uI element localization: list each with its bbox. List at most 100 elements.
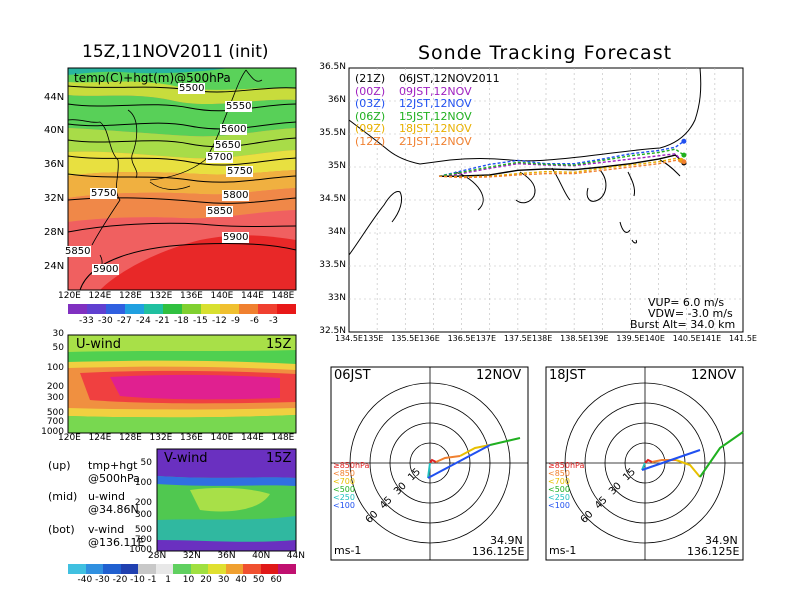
track-legend-tag: (09Z) [355, 122, 386, 135]
u-p-tick: 100 [46, 362, 64, 373]
contour-label: 5800 [222, 190, 250, 201]
hodo-legend-item: <500 [333, 485, 355, 494]
map-lat-tick: 24N [44, 261, 65, 272]
contour-label: 5900 [222, 232, 250, 243]
track-legend-text: 21JST,12NOV [399, 134, 472, 148]
track-lon-tick: 136E [419, 334, 440, 343]
u-p-tick: 200 [46, 382, 64, 393]
track-series-line [438, 140, 685, 177]
wind-colorbar-swatch [103, 564, 121, 574]
u-p-tick: 700 [46, 417, 64, 428]
hodo-trace-segment [699, 431, 744, 478]
colorbar-swatch [277, 304, 296, 314]
track-lat-tick: 36.5N [319, 62, 346, 72]
hodo-trace-segment [459, 444, 491, 457]
left-title: 15Z,11NOV2011 (init) [82, 42, 269, 62]
wind-colorbar-swatch [138, 564, 156, 574]
wind-colorbar-swatch [278, 564, 296, 574]
temp-colorbar-tick: -9 [231, 316, 240, 326]
track-legend-tag: (03Z) [355, 97, 386, 110]
v-p-tick: 700 [134, 534, 152, 545]
u-lon-tick: 148E [271, 433, 295, 443]
contour-label: 5750 [226, 166, 254, 177]
contour-label: 5650 [214, 140, 242, 151]
temp-colorbar-tick: -21 [155, 316, 170, 326]
track-endpoint [681, 159, 687, 165]
v-wind-frame [156, 448, 297, 552]
hodo-18-frame [545, 366, 744, 561]
legend-line-c: @34.86N [88, 503, 139, 516]
map-lat-tick: 40N [44, 125, 65, 136]
hodo-trace-segment [427, 444, 491, 479]
wind-colorbar-swatch [260, 564, 279, 574]
wind-colorbar-tick: 1 [165, 575, 171, 585]
map-frame [67, 67, 297, 291]
track-lon-tick: 138E [532, 334, 553, 343]
track-series-line [439, 159, 685, 179]
temp-colorbar-tick: -6 [250, 316, 259, 326]
colorbar-swatch [239, 304, 258, 314]
map-lon-tick: 128E [119, 291, 142, 301]
wind-colorbar-tick: -30 [95, 575, 110, 585]
wind-colorbar-swatch [155, 564, 174, 574]
temp-colorbar-tick: -18 [174, 316, 189, 326]
hodo-legend-item: <850 [333, 469, 355, 478]
track-lon-tick: 141.5E [729, 334, 757, 343]
u-lon-tick: 132E [149, 433, 173, 443]
wind-colorbar-swatch [225, 564, 244, 574]
u-lon-tick: 140E [210, 433, 234, 443]
hodo-legend-item: <100 [548, 501, 570, 510]
right-title: Sonde Tracking Forecast [418, 42, 673, 64]
hodo-06-lat: 34.9N [490, 534, 523, 547]
contour-label: 5550 [225, 101, 253, 112]
hodo-trace-segment [435, 455, 461, 463]
colorbar-swatch [87, 304, 106, 314]
track-legend-text: 06JST,12NOV2011 [399, 72, 500, 85]
legend-line-b: v-wind [88, 523, 125, 536]
track-lat-tick: 35.5N [319, 128, 346, 138]
temp-colorbar-tick: -12 [212, 316, 227, 326]
hodo-trace-segment [489, 437, 521, 446]
track-legend-tag: (06Z) [355, 109, 386, 123]
track-lines [438, 138, 687, 179]
contour-label: 5500 [178, 83, 206, 94]
track-lat-tick: 32.5N [319, 326, 346, 336]
track-lon-tick: 140.5E [672, 334, 701, 343]
colorbar-swatch [163, 304, 182, 314]
wind-colorbar-swatch [68, 564, 86, 574]
u-wind-label: U-wind [76, 337, 121, 352]
burst-text: Burst Alt= 34.0 km [630, 318, 736, 331]
u-wind-frame [67, 334, 297, 434]
track-series-line [439, 154, 685, 177]
track-legend-tag: (21Z) [355, 72, 386, 85]
colorbar-swatch [68, 304, 87, 314]
wind-colorbar-tick: 60 [270, 575, 282, 585]
colorbar-swatch [106, 304, 125, 314]
hodo-legend-item: <250 [548, 493, 570, 502]
u-p-tick: 300 [46, 393, 64, 404]
v-lat-tick: 40N [252, 551, 271, 561]
wind-colorbar-tick: 40 [235, 575, 247, 585]
contour-label: 5750 [90, 188, 118, 199]
v-wind-label: V-wind [164, 451, 208, 466]
map-lat-tick: 36N [44, 159, 65, 170]
hodo-06-date: 12NOV [476, 368, 522, 383]
colorbar-swatch [258, 304, 277, 314]
hodo-18-lat: 34.9N [705, 534, 738, 547]
track-legend-text: 09JST,12NOV [399, 84, 472, 98]
u-p-tick: 500 [46, 407, 64, 418]
contour-label: 5600 [220, 124, 248, 135]
track-lat-tick: 34N [327, 227, 346, 237]
hodo-06-frame [330, 366, 529, 561]
track-endpoint [681, 152, 687, 158]
colorbar-swatch [125, 304, 144, 314]
track-lon-tick: 138.5E [560, 334, 589, 343]
track-lon-tick: 136.5E [447, 334, 476, 343]
height-contours [68, 85, 296, 290]
wind-colorbar-tick: -40 [77, 575, 93, 585]
v-wind-time: 15Z [266, 451, 292, 466]
u-p-tick: 30 [52, 329, 64, 339]
track-legend-tag: (00Z) [355, 84, 386, 98]
colorbar-swatch [201, 304, 220, 314]
